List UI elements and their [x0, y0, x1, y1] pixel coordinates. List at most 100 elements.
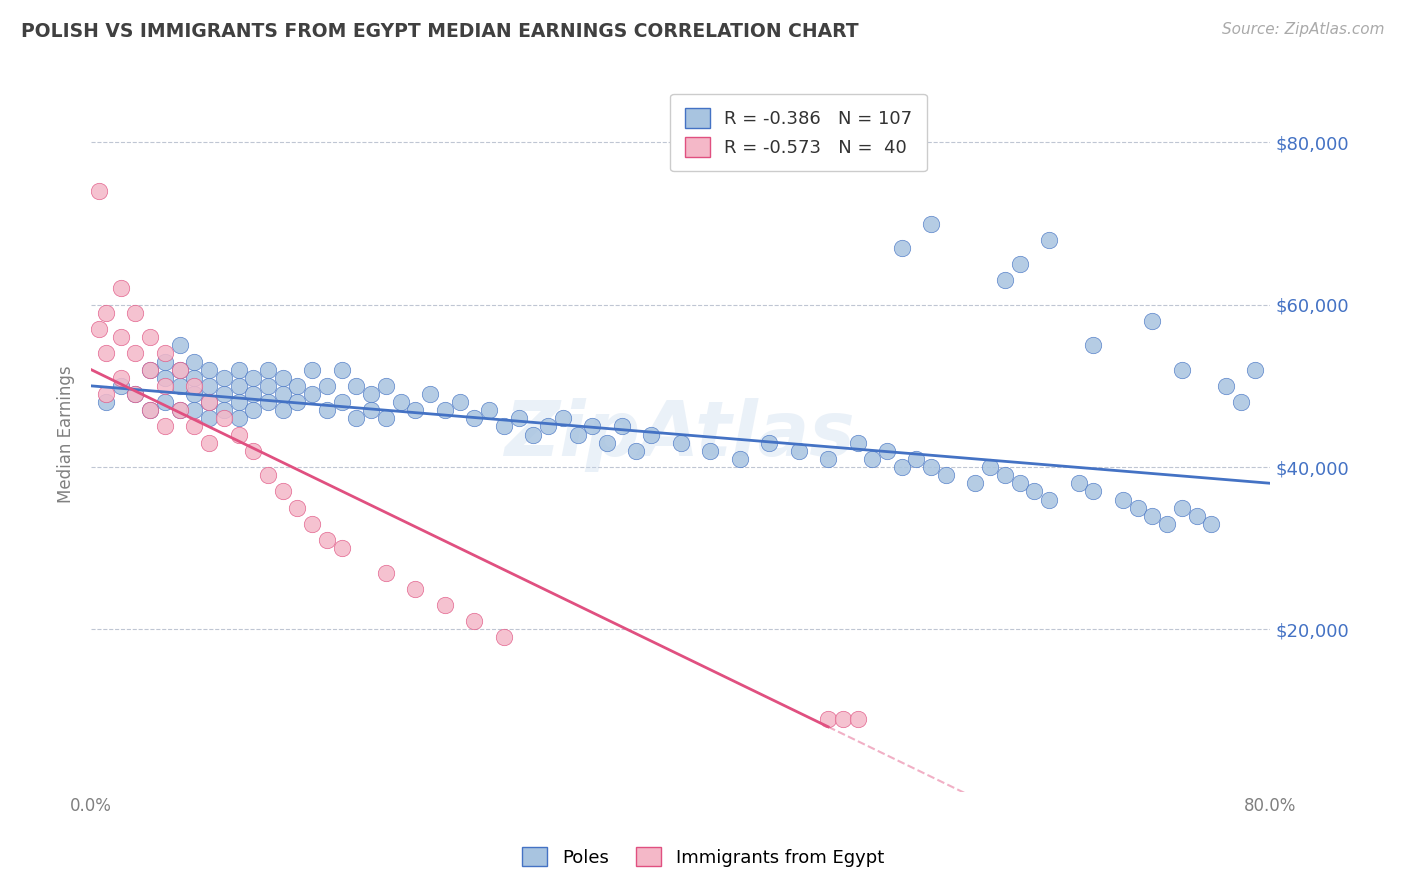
Point [198, 395, 221, 409]
Point [1185, 508, 1208, 523]
Point [169, 403, 191, 417]
Point [508, 411, 530, 425]
Point [198, 362, 221, 376]
Point [330, 395, 353, 409]
Point [433, 403, 456, 417]
Point [1038, 492, 1060, 507]
Point [640, 427, 662, 442]
Point [110, 330, 132, 344]
Point [846, 435, 869, 450]
Point [846, 712, 869, 726]
Point [699, 443, 721, 458]
Point [994, 273, 1017, 287]
Point [94, 306, 117, 320]
Point [124, 306, 146, 320]
Text: Source: ZipAtlas.com: Source: ZipAtlas.com [1222, 22, 1385, 37]
Point [242, 370, 264, 384]
Point [242, 443, 264, 458]
Point [860, 451, 883, 466]
Point [139, 330, 162, 344]
Point [110, 379, 132, 393]
Point [920, 217, 942, 231]
Point [271, 387, 294, 401]
Point [890, 241, 912, 255]
Point [183, 379, 205, 393]
Point [787, 443, 810, 458]
Point [183, 403, 205, 417]
Point [242, 403, 264, 417]
Point [626, 443, 648, 458]
Point [124, 346, 146, 360]
Point [124, 387, 146, 401]
Point [758, 435, 780, 450]
Point [228, 411, 250, 425]
Point [316, 533, 339, 547]
Point [360, 403, 382, 417]
Point [271, 403, 294, 417]
Point [198, 435, 221, 450]
Text: POLISH VS IMMIGRANTS FROM EGYPT MEDIAN EARNINGS CORRELATION CHART: POLISH VS IMMIGRANTS FROM EGYPT MEDIAN E… [21, 22, 859, 41]
Point [139, 362, 162, 376]
Text: ZipAtlas: ZipAtlas [505, 398, 856, 472]
Point [94, 395, 117, 409]
Point [228, 395, 250, 409]
Point [169, 379, 191, 393]
Legend: Poles, Immigrants from Egypt: Poles, Immigrants from Egypt [515, 840, 891, 874]
Point [169, 362, 191, 376]
Point [905, 451, 928, 466]
Point [1199, 516, 1222, 531]
Point [212, 370, 235, 384]
Point [1008, 257, 1031, 271]
Point [271, 484, 294, 499]
Point [1171, 362, 1194, 376]
Point [301, 516, 323, 531]
Point [212, 387, 235, 401]
Point [153, 379, 176, 393]
Point [419, 387, 441, 401]
Point [228, 427, 250, 442]
Point [994, 468, 1017, 483]
Point [463, 411, 485, 425]
Point [87, 322, 110, 336]
Point [463, 614, 485, 628]
Point [389, 395, 412, 409]
Point [316, 379, 339, 393]
Point [1038, 233, 1060, 247]
Point [1142, 314, 1164, 328]
Point [890, 460, 912, 475]
Point [330, 362, 353, 376]
Point [124, 387, 146, 401]
Point [153, 419, 176, 434]
Point [257, 395, 280, 409]
Point [139, 403, 162, 417]
Point [87, 184, 110, 198]
Point [551, 411, 574, 425]
Point [169, 338, 191, 352]
Point [610, 419, 633, 434]
Point [183, 370, 205, 384]
Point [301, 362, 323, 376]
Point [169, 403, 191, 417]
Point [492, 631, 515, 645]
Legend: R = -0.386   N = 107, R = -0.573   N =  40: R = -0.386 N = 107, R = -0.573 N = 40 [671, 94, 927, 171]
Point [301, 387, 323, 401]
Point [153, 354, 176, 368]
Point [920, 460, 942, 475]
Point [1024, 484, 1046, 499]
Point [330, 541, 353, 556]
Point [1244, 362, 1267, 376]
Point [876, 443, 898, 458]
Point [346, 411, 368, 425]
Point [567, 427, 589, 442]
Point [449, 395, 471, 409]
Point [228, 379, 250, 393]
Point [965, 476, 987, 491]
Point [1126, 500, 1149, 515]
Point [1142, 508, 1164, 523]
Point [374, 566, 396, 580]
Point [537, 419, 560, 434]
Point [433, 598, 456, 612]
Point [979, 460, 1001, 475]
Point [212, 411, 235, 425]
Point [522, 427, 544, 442]
